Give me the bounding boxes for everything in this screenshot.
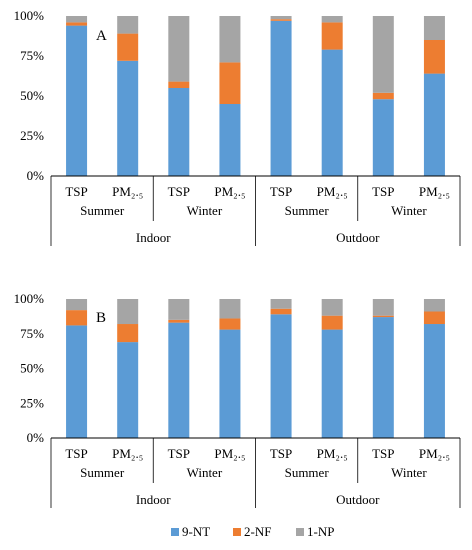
bar-segment-9-nt bbox=[219, 104, 241, 176]
location-group-label: Outdoor bbox=[336, 492, 380, 507]
season-group-label: Summer bbox=[80, 203, 125, 218]
bar-segment-1-np bbox=[168, 299, 190, 320]
bar-segment-9-nt bbox=[372, 99, 394, 176]
x-category-label: PM₂.₅ bbox=[214, 184, 245, 199]
bar-segment-9-nt bbox=[168, 88, 190, 176]
bar-segment-2-nf bbox=[270, 19, 292, 21]
bar-segment-2-nf bbox=[66, 22, 88, 26]
bar-segment-2-nf bbox=[66, 310, 88, 326]
y-tick-label: 25% bbox=[20, 395, 44, 410]
legend-swatch-9-nt bbox=[171, 528, 179, 536]
x-category-label: TSP bbox=[168, 446, 190, 461]
bar-segment-1-np bbox=[117, 299, 139, 325]
bar-segment-9-nt bbox=[117, 342, 139, 438]
bar-segment-1-np bbox=[321, 299, 343, 316]
panel-label: A bbox=[96, 28, 107, 44]
bar-segment-9-nt bbox=[423, 324, 445, 438]
x-category-label: TSP bbox=[372, 184, 394, 199]
bar-segment-9-nt bbox=[321, 329, 343, 438]
bar-segment-2-nf bbox=[321, 315, 343, 330]
season-group-label: Winter bbox=[187, 465, 223, 480]
x-category-label: PM₂.₅ bbox=[112, 184, 143, 199]
legend-label: 9-NT bbox=[182, 524, 210, 539]
season-group-label: Summer bbox=[80, 465, 125, 480]
legend-label: 1-NP bbox=[307, 524, 334, 539]
x-category-label: PM₂.₅ bbox=[317, 446, 348, 461]
panel-label: B bbox=[96, 310, 106, 326]
y-tick-label: 75% bbox=[20, 48, 44, 63]
y-tick-label: 75% bbox=[20, 326, 44, 341]
x-category-label: TSP bbox=[270, 184, 292, 199]
location-group-label: Outdoor bbox=[336, 230, 380, 245]
bar-segment-1-np bbox=[423, 299, 445, 312]
x-category-label: PM₂.₅ bbox=[419, 184, 450, 199]
bar-segment-9-nt bbox=[270, 20, 292, 176]
bar-segment-2-nf bbox=[321, 22, 343, 50]
bar-segment-1-np bbox=[423, 16, 445, 40]
bar-segment-1-np bbox=[372, 16, 394, 93]
bar-segment-9-nt bbox=[66, 25, 88, 176]
x-category-label: TSP bbox=[168, 184, 190, 199]
y-tick-label: 0% bbox=[27, 430, 45, 445]
y-tick-label: 100% bbox=[14, 291, 45, 306]
legend-label: 2-NF bbox=[244, 524, 271, 539]
legend-swatch-2-nf bbox=[233, 528, 241, 536]
bar-segment-1-np bbox=[168, 16, 190, 82]
season-group-label: Winter bbox=[391, 465, 427, 480]
legend-swatch-1-np bbox=[296, 528, 304, 536]
bar-segment-1-np bbox=[219, 299, 241, 319]
bar-segment-9-nt bbox=[168, 322, 190, 438]
bar-segment-1-np bbox=[372, 299, 394, 316]
legend: 9-NT 2-NF 1-NP bbox=[171, 524, 334, 539]
bar-segment-9-nt bbox=[219, 329, 241, 438]
bar-segment-1-np bbox=[117, 16, 139, 34]
bar-segment-9-nt bbox=[117, 60, 139, 176]
x-category-label: PM₂.₅ bbox=[214, 446, 245, 461]
y-tick-label: 100% bbox=[14, 8, 45, 23]
panel-a-chart: 0% 25% 50% 75% 100% TSP PM₂.₅ TSP PM₂.₅ TSP PM₂.₅ T… bbox=[14, 8, 461, 246]
bar-segment-2-nf bbox=[372, 92, 394, 100]
bar-segment-9-nt bbox=[270, 314, 292, 438]
bar-segment-9-nt bbox=[372, 317, 394, 438]
y-tick-label: 0% bbox=[27, 168, 45, 183]
bar-segment-9-nt bbox=[321, 49, 343, 176]
location-group-label: Indoor bbox=[136, 492, 171, 507]
x-category-label: TSP bbox=[65, 184, 87, 199]
bar-segment-2-nf bbox=[219, 318, 241, 330]
bar-segment-1-np bbox=[66, 299, 88, 311]
x-category-label: PM₂.₅ bbox=[419, 446, 450, 461]
bar-segment-2-nf bbox=[270, 308, 292, 315]
x-category-label: TSP bbox=[270, 446, 292, 461]
bar-segment-9-nt bbox=[423, 73, 445, 176]
bar-segment-2-nf bbox=[168, 81, 190, 88]
y-tick-label: 50% bbox=[20, 88, 44, 103]
bar-segment-2-nf bbox=[117, 33, 139, 61]
bar-segment-2-nf bbox=[117, 324, 139, 343]
bar-segment-2-nf bbox=[168, 319, 190, 323]
season-group-label: Winter bbox=[187, 203, 223, 218]
y-tick-label: 50% bbox=[20, 361, 44, 376]
bar-segment-2-nf bbox=[423, 311, 445, 325]
bar-segment-1-np bbox=[321, 16, 343, 23]
location-group-label: Indoor bbox=[136, 230, 171, 245]
season-group-label: Summer bbox=[285, 203, 330, 218]
x-category-label: TSP bbox=[65, 446, 87, 461]
bar-segment-9-nt bbox=[66, 325, 88, 438]
season-group-label: Summer bbox=[285, 465, 330, 480]
y-tick-label: 25% bbox=[20, 128, 44, 143]
bar-segment-1-np bbox=[66, 16, 88, 23]
bar-segment-2-nf bbox=[423, 40, 445, 74]
x-category-label: PM₂.₅ bbox=[317, 184, 348, 199]
x-category-label: TSP bbox=[372, 446, 394, 461]
bar-segment-2-nf bbox=[219, 62, 241, 104]
bar-segment-1-np bbox=[270, 299, 292, 309]
bar-segment-1-np bbox=[219, 16, 241, 63]
bar-segment-2-nf bbox=[372, 315, 394, 318]
season-group-label: Winter bbox=[391, 203, 427, 218]
bar-segment-1-np bbox=[270, 16, 292, 20]
x-category-label: PM₂.₅ bbox=[112, 446, 143, 461]
panel-b-chart: 0% 25% 50% 75% 100% TSP PM₂.₅ TSP PM₂.₅ TSP PM₂.₅ T… bbox=[14, 291, 461, 508]
